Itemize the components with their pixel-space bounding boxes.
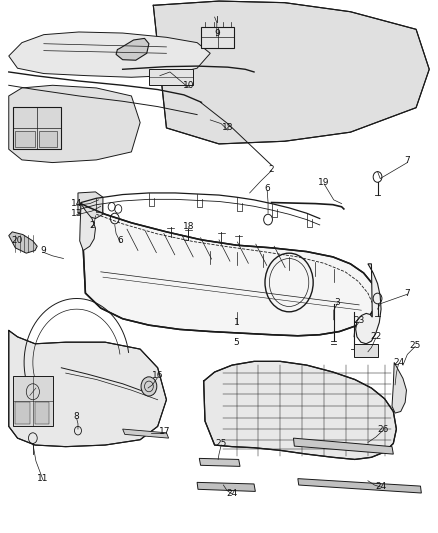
Polygon shape <box>35 402 49 424</box>
Polygon shape <box>354 344 378 357</box>
Text: 18: 18 <box>183 222 194 231</box>
Polygon shape <box>13 376 53 426</box>
Polygon shape <box>9 232 37 253</box>
Polygon shape <box>149 69 193 85</box>
Text: 9: 9 <box>214 29 220 37</box>
Polygon shape <box>13 107 61 149</box>
Polygon shape <box>123 429 169 438</box>
Polygon shape <box>293 438 393 454</box>
Text: 10: 10 <box>183 81 194 90</box>
Text: 17: 17 <box>159 427 170 436</box>
Polygon shape <box>199 458 240 466</box>
Text: 24: 24 <box>226 489 238 497</box>
Polygon shape <box>116 38 149 60</box>
Text: 7: 7 <box>404 289 410 297</box>
Text: 25: 25 <box>410 341 421 350</box>
Polygon shape <box>15 131 35 147</box>
Polygon shape <box>204 361 396 459</box>
Text: 20: 20 <box>12 237 23 245</box>
Text: 1: 1 <box>233 318 240 327</box>
Polygon shape <box>9 32 210 77</box>
Polygon shape <box>298 479 421 493</box>
Text: 19: 19 <box>318 178 330 187</box>
Polygon shape <box>9 85 140 163</box>
Text: 2: 2 <box>269 165 274 174</box>
Text: 14: 14 <box>71 199 82 208</box>
Polygon shape <box>392 362 406 413</box>
Text: 2: 2 <box>89 222 95 230</box>
Text: 22: 22 <box>370 333 381 341</box>
Polygon shape <box>80 204 95 251</box>
Polygon shape <box>78 192 103 219</box>
Text: 26: 26 <box>378 425 389 433</box>
Polygon shape <box>197 482 255 491</box>
Text: 18: 18 <box>222 124 233 132</box>
Text: 16: 16 <box>152 372 163 380</box>
Text: 3: 3 <box>334 298 340 307</box>
Text: 9: 9 <box>40 246 46 255</box>
Text: 24: 24 <box>393 358 404 367</box>
Text: 6: 6 <box>264 184 270 193</box>
Text: 5: 5 <box>233 338 240 346</box>
Polygon shape <box>153 1 429 144</box>
Polygon shape <box>356 264 381 344</box>
Text: 24: 24 <box>375 482 387 490</box>
Text: 7: 7 <box>404 157 410 165</box>
Polygon shape <box>39 131 57 147</box>
Text: 6: 6 <box>117 237 124 245</box>
Polygon shape <box>201 27 234 48</box>
Circle shape <box>141 377 157 396</box>
Text: 8: 8 <box>74 413 80 421</box>
Text: 11: 11 <box>37 474 49 483</box>
Text: 25: 25 <box>215 439 227 448</box>
Polygon shape <box>15 402 30 424</box>
Text: 23: 23 <box>353 317 365 325</box>
Polygon shape <box>9 330 166 447</box>
Text: 13: 13 <box>71 209 82 217</box>
Polygon shape <box>81 204 377 336</box>
